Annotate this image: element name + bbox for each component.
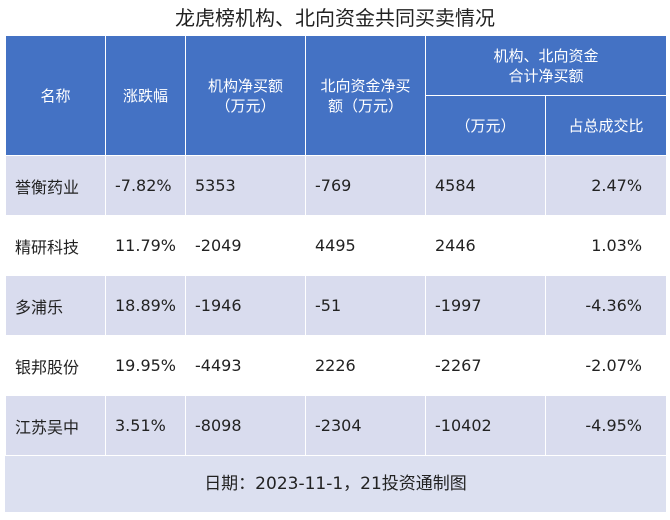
northbound-net: -769 xyxy=(305,155,426,216)
turnover-ratio: -4.95% xyxy=(544,395,668,456)
turnover-ratio: -2.07% xyxy=(544,335,668,396)
northbound-net: 2226 xyxy=(305,335,426,396)
header-change: 涨跌幅 xyxy=(105,35,186,156)
northbound-net: 4495 xyxy=(305,215,426,276)
institution-net: -1946 xyxy=(185,275,306,336)
turnover-ratio: 1.03% xyxy=(544,215,668,276)
header-combined-net: 机构、北向资金 合计净买额 xyxy=(424,35,668,96)
stock-name: 誉衡药业 xyxy=(5,155,106,216)
table-row: 多浦乐 18.89% -1946 -51 -1997 -4.36% xyxy=(5,275,668,336)
table-row: 誉衡药业 -7.82% 5353 -769 4584 2.47% xyxy=(5,155,668,216)
institution-net: -4493 xyxy=(185,335,306,396)
page-title: 龙虎榜机构、北向资金共同买卖情况 xyxy=(175,6,495,30)
header-northbound-net: 北向资金净买 额（万元） xyxy=(305,35,426,156)
table-row: 江苏吴中 3.51% -8098 -2304 -10402 -4.95% xyxy=(5,395,668,456)
combined-net: 4584 xyxy=(425,155,546,216)
stock-name: 精研科技 xyxy=(5,215,106,276)
table-row: 银邦股份 19.95% -4493 2226 -2267 -2.07% xyxy=(5,335,668,396)
northbound-net: -2304 xyxy=(305,395,426,456)
table-row: 精研科技 11.79% -2049 4495 2446 1.03% xyxy=(5,215,668,276)
institution-net: -8098 xyxy=(185,395,306,456)
header-turnover-ratio: 占总成交比 xyxy=(544,95,668,156)
northbound-net: -51 xyxy=(305,275,426,336)
change-pct: 11.79% xyxy=(105,215,186,276)
stock-name: 银邦股份 xyxy=(5,335,106,396)
header-institution-net: 机构净买额 （万元） xyxy=(185,35,306,156)
change-pct: 18.89% xyxy=(105,275,186,336)
combined-net: 2446 xyxy=(425,215,546,276)
header-name: 名称 xyxy=(5,35,106,156)
turnover-ratio: -4.36% xyxy=(544,275,668,336)
change-pct: 19.95% xyxy=(105,335,186,396)
institution-net: 5353 xyxy=(185,155,306,216)
combined-net: -1997 xyxy=(425,275,546,336)
footer-caption: 日期：2023-11-1，21投资通制图 xyxy=(5,456,666,512)
dragon-tiger-table: 名称 涨跌幅 机构净买额 （万元） 北向资金净买 额（万元） 机构、北向资金 合计净买… xyxy=(5,35,668,456)
stock-name: 江苏吴中 xyxy=(5,395,106,456)
change-pct: 3.51% xyxy=(105,395,186,456)
combined-net: -2267 xyxy=(425,335,546,396)
stock-name: 多浦乐 xyxy=(5,275,106,336)
institution-net: -2049 xyxy=(185,215,306,276)
header-combined-unit: （万元） xyxy=(425,95,546,156)
turnover-ratio: 2.47% xyxy=(544,155,668,216)
change-pct: -7.82% xyxy=(105,155,186,216)
combined-net: -10402 xyxy=(425,395,546,456)
